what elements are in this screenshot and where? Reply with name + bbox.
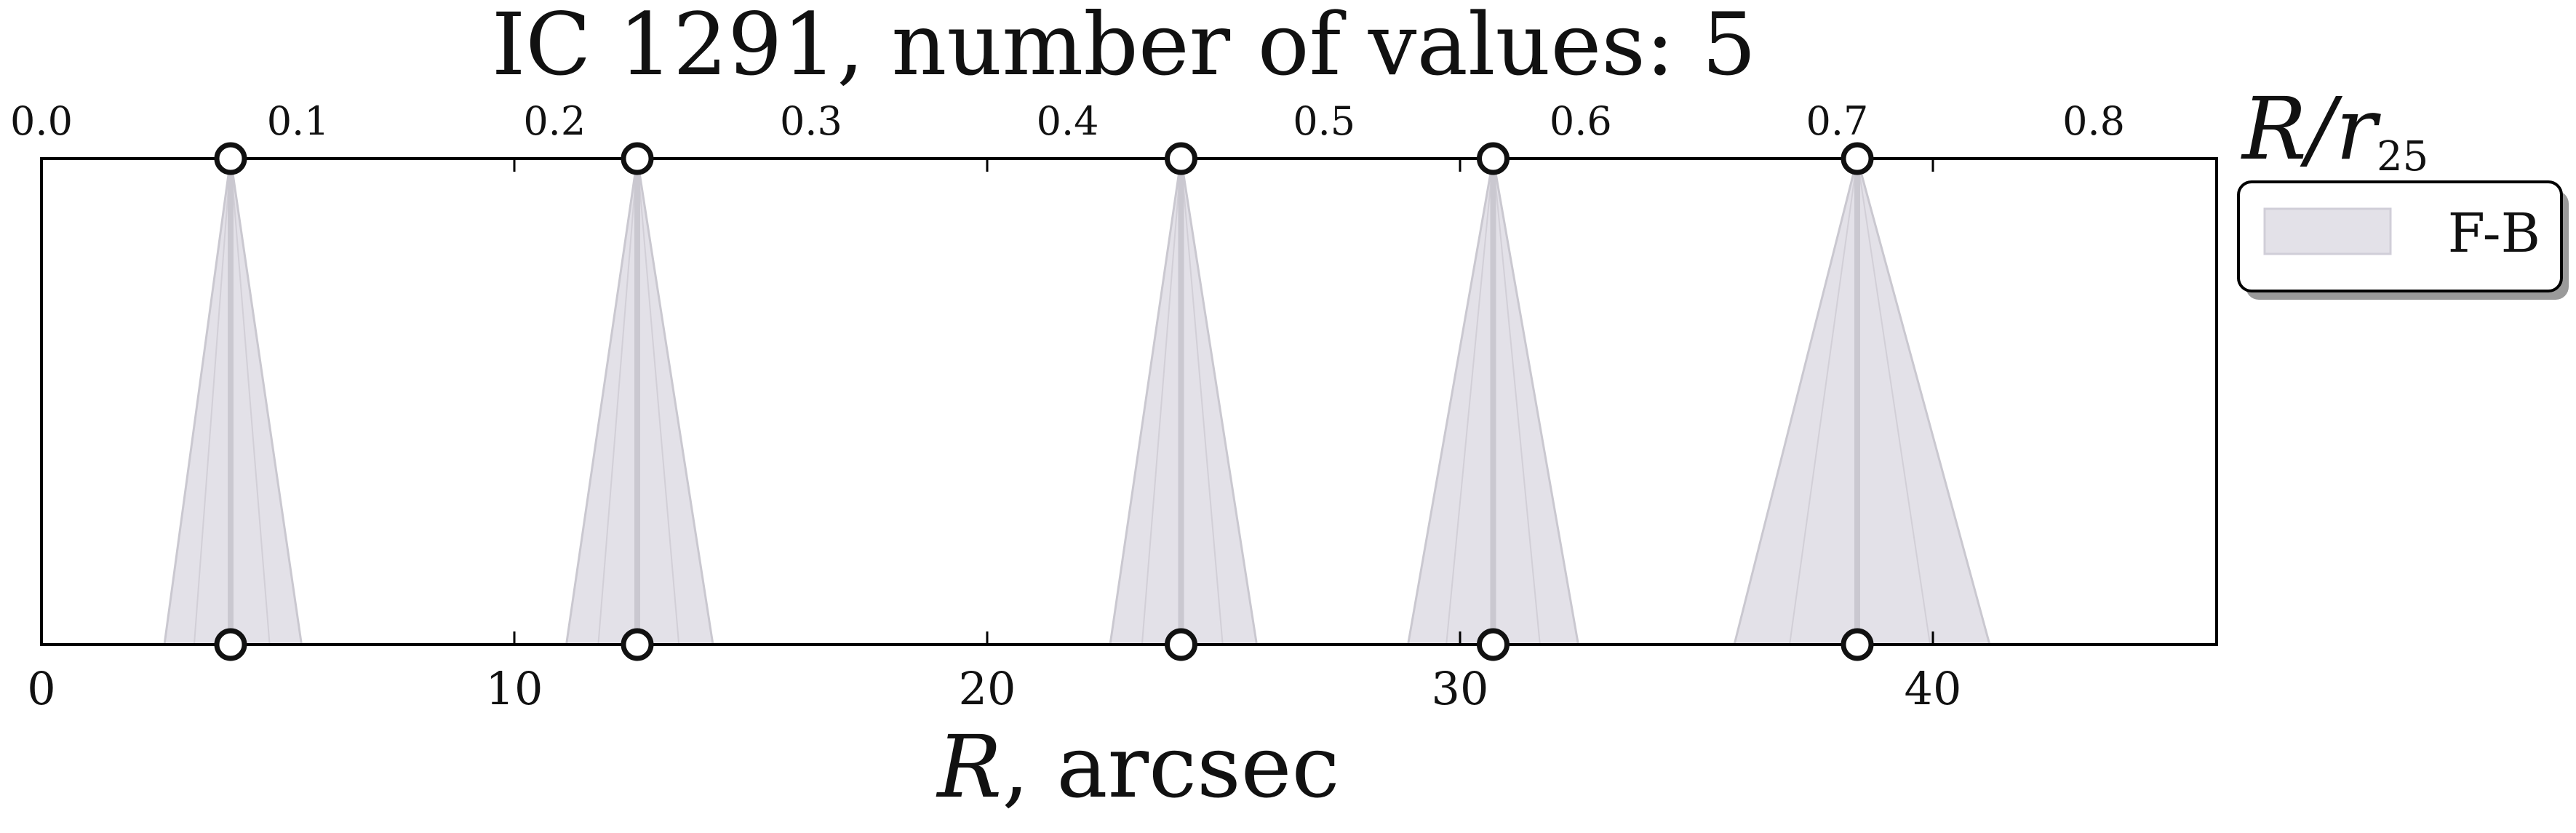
- fill-layer: [163, 154, 1991, 646]
- marker-bottom-5: [1841, 628, 1874, 661]
- range-fill-5: [1733, 154, 1991, 646]
- top-tick-label-0: 0.0: [10, 98, 73, 144]
- x-tick-label-40: 40: [1905, 662, 1962, 715]
- x-tick-label-20: 20: [959, 662, 1016, 715]
- marker-top-4: [1477, 142, 1510, 175]
- top-tick-label-3: 0.3: [780, 98, 842, 144]
- top-axis-label-main: R/r: [2241, 79, 2382, 179]
- marker-top-2: [621, 142, 654, 175]
- marker-top-5: [1841, 142, 1874, 175]
- x-tick-label-10: 10: [486, 662, 543, 715]
- top-tick-label-6: 0.6: [1550, 98, 1612, 144]
- marker-layer: [214, 142, 1874, 661]
- line-layer: [228, 159, 1860, 645]
- top-axis-label: R/r25: [2241, 79, 2428, 180]
- x-axis-label: R, arcsec: [936, 717, 1339, 817]
- x-tick-label-0: 0: [27, 662, 55, 715]
- marker-bottom-2: [621, 628, 654, 661]
- marker-bottom-4: [1477, 628, 1510, 661]
- x-axis-label-unit: , arcsec: [1002, 717, 1339, 817]
- top-tick-label-5: 0.5: [1293, 98, 1355, 144]
- top-tick-label-8: 0.8: [2062, 98, 2125, 144]
- top-tick-label-2: 0.2: [523, 98, 586, 144]
- x-tick-label-30: 30: [1432, 662, 1489, 715]
- marker-top-1: [214, 142, 247, 175]
- marker-top-3: [1165, 142, 1197, 175]
- legend-label-fb: F-B: [2448, 202, 2540, 265]
- tick-layer: 0 10 20 30 40 0.0 0.1 0.2 0.3 0.4 0.5 0.6 0.7 0.8: [10, 98, 2125, 715]
- marker-bottom-3: [1165, 628, 1197, 661]
- legend: F-B: [2237, 180, 2569, 300]
- marker-bottom-1: [214, 628, 247, 661]
- top-tick-label-4: 0.4: [1037, 98, 1099, 144]
- legend-swatch: [2263, 207, 2392, 255]
- top-axis-label-subscript: 25: [2377, 133, 2428, 180]
- x-axis-label-symbol: R: [936, 717, 1002, 817]
- top-tick-label-1: 0.1: [267, 98, 330, 144]
- chart-title: IC 1291, number of values: 5: [492, 0, 1757, 95]
- top-tick-label-7: 0.7: [1806, 98, 1869, 144]
- plot-frame: [40, 157, 2218, 646]
